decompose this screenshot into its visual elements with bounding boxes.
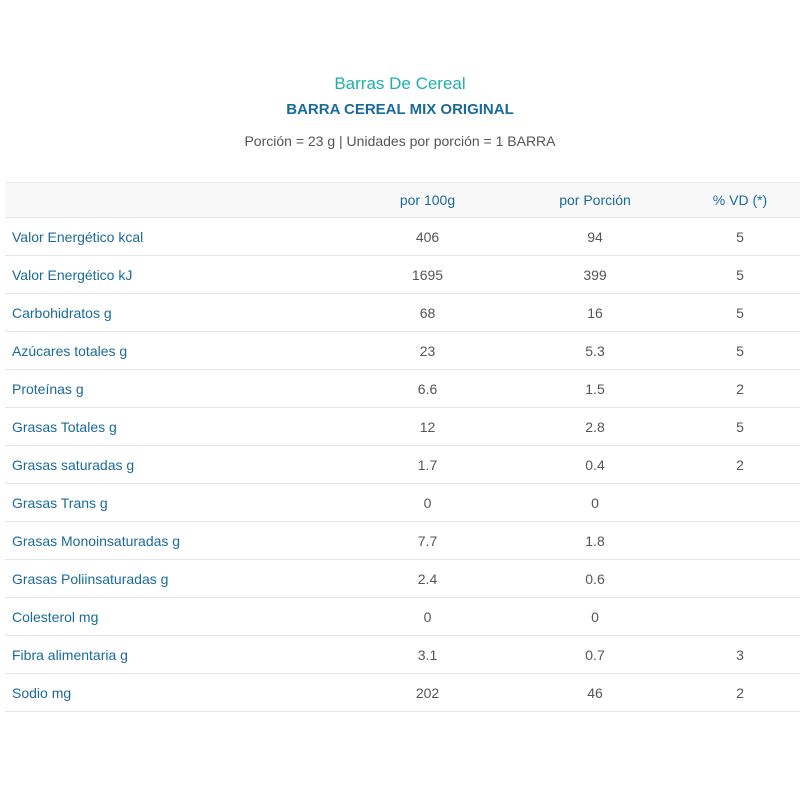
nutrient-name: Grasas Monoinsaturadas g (12, 532, 181, 549)
value-per-portion: 0 (591, 494, 599, 511)
value-per-100g: 12 (419, 418, 436, 435)
table-row: Grasas Monoinsaturadas g 7.7 1.8 (5, 522, 800, 560)
value-per-100g: 0 (423, 608, 432, 625)
column-header-daily-value: % VD (*) (712, 192, 768, 208)
value-per-100g: 68 (419, 304, 436, 321)
nutrient-name: Colesterol mg (12, 608, 99, 625)
value-daily-percent: 2 (736, 380, 744, 397)
nutrient-name: Carbohidratos g (12, 304, 112, 321)
value-per-100g: 7.7 (417, 532, 438, 549)
table-row: Fibra alimentaria g 3.1 0.7 3 (5, 636, 800, 674)
nutrient-name: Proteínas g (12, 380, 84, 397)
value-per-portion: 94 (587, 228, 603, 245)
value-per-portion: 1.5 (585, 380, 605, 397)
product-category: Barras De Cereal (334, 74, 466, 93)
value-per-portion: 5.3 (585, 342, 605, 359)
product-name: BARRA CEREAL MIX ORIGINAL (286, 101, 514, 118)
table-row: Colesterol mg 0 0 (5, 598, 800, 636)
table-header-row: por 100g por Porción % VD (*) (5, 183, 800, 218)
table-row: Proteínas g 6.6 1.5 2 (5, 370, 800, 408)
value-per-100g: 23 (419, 342, 436, 359)
table-row: Grasas saturadas g 1.7 0.4 2 (5, 446, 800, 484)
nutrient-name: Azúcares totales g (12, 342, 128, 359)
nutrient-name: Grasas Trans g (12, 494, 108, 511)
value-daily-percent: 5 (736, 228, 744, 245)
table-row: Grasas Totales g 12 2.8 5 (5, 408, 800, 446)
value-per-100g: 3.1 (417, 646, 438, 663)
table-row: Sodio mg 202 46 2 (5, 674, 800, 712)
nutrient-name: Fibra alimentaria g (12, 646, 128, 663)
nutrition-table: por 100g por Porción % VD (*) Valor Ener… (5, 182, 800, 712)
value-per-portion: 0.6 (585, 570, 605, 587)
value-per-100g: 1695 (411, 266, 444, 283)
value-per-portion: 16 (587, 304, 603, 321)
table-row: Grasas Trans g 0 0 (5, 484, 800, 522)
nutrient-name: Sodio mg (12, 684, 72, 701)
value-daily-percent: 5 (736, 342, 744, 359)
nutrient-name: Grasas saturadas g (12, 456, 135, 473)
value-per-portion: 2.8 (585, 418, 605, 435)
value-per-portion: 0 (591, 608, 599, 625)
column-header-per-portion: por Porción (559, 192, 631, 208)
nutrient-name: Valor Energético kJ (12, 266, 133, 283)
table-row: Valor Energético kJ 1695 399 5 (5, 256, 800, 294)
value-per-portion: 46 (587, 684, 603, 701)
value-per-portion: 0.4 (585, 456, 605, 473)
table-row: Carbohidratos g 68 16 5 (5, 294, 800, 332)
nutrient-name: Grasas Poliinsaturadas g (12, 570, 169, 587)
table-row: Valor Energético kcal 406 94 5 (5, 218, 800, 256)
value-per-100g: 2.4 (417, 570, 438, 587)
value-per-100g: 0 (423, 494, 432, 511)
value-daily-percent: 5 (736, 418, 744, 435)
value-daily-percent: 5 (736, 304, 744, 321)
value-per-portion: 0.7 (585, 646, 605, 663)
value-daily-percent: 2 (736, 684, 744, 701)
value-daily-percent: 5 (736, 266, 744, 283)
value-per-portion: 399 (583, 266, 607, 283)
table-body: Valor Energético kcal 406 94 5 Valor Energét… (5, 218, 800, 712)
table-row: Grasas Poliinsaturadas g 2.4 0.6 (5, 560, 800, 598)
column-header-per-100g: por 100g (399, 192, 456, 208)
value-daily-percent: 2 (736, 456, 744, 473)
nutrient-name: Valor Energético kcal (12, 228, 144, 245)
portion-info: Porción = 23 g | Unidades por porción = … (244, 133, 556, 149)
value-per-100g: 406 (415, 228, 440, 245)
value-per-100g: 202 (415, 684, 440, 701)
table-row: Azúcares totales g 23 5.3 5 (5, 332, 800, 370)
value-per-portion: 1.8 (585, 532, 605, 549)
value-daily-percent: 3 (736, 646, 744, 663)
value-per-100g: 6.6 (417, 380, 438, 397)
value-per-100g: 1.7 (417, 456, 438, 473)
nutrient-name: Grasas Totales g (12, 418, 117, 435)
